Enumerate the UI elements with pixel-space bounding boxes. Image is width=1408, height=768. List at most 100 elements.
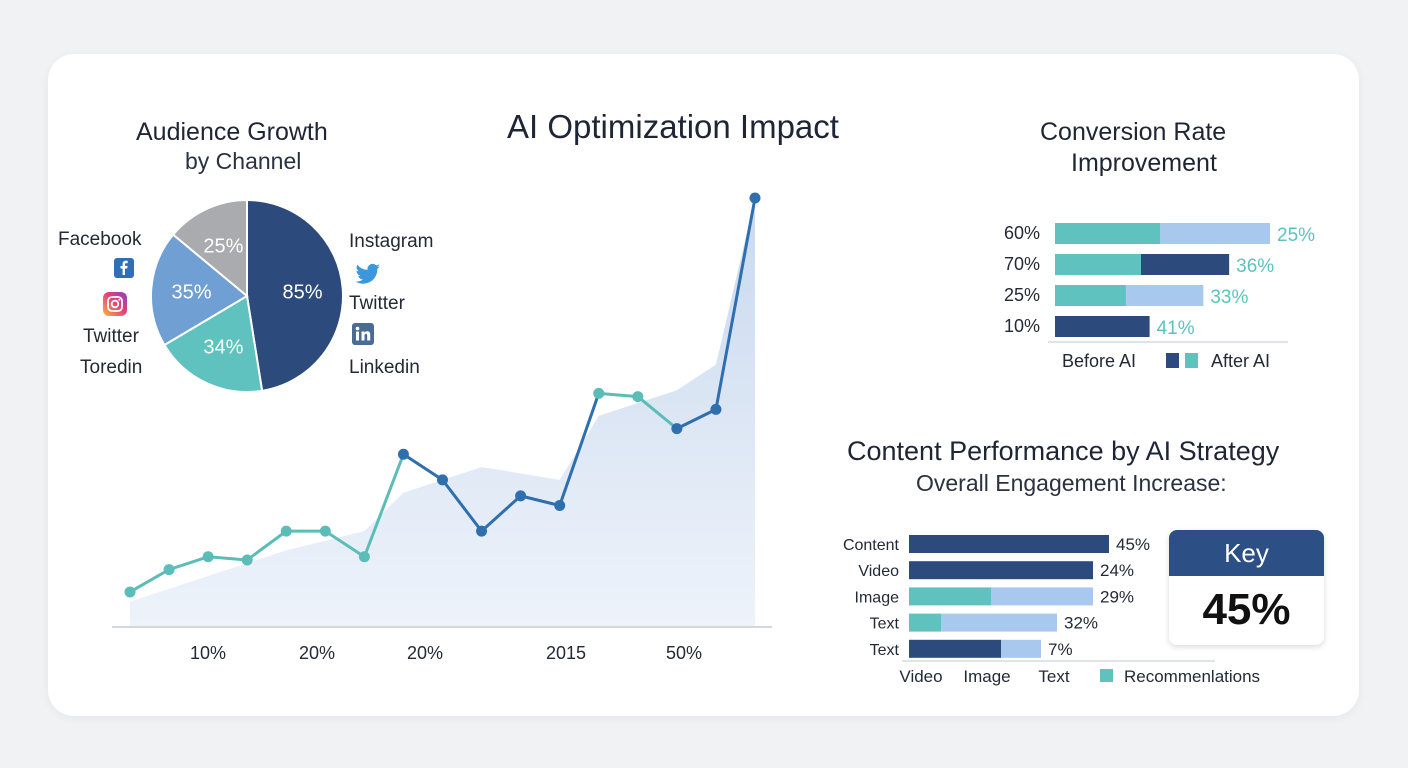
content-x-label: Text	[1038, 667, 1069, 686]
conversion-bar-segment	[1055, 316, 1150, 337]
conversion-row-label: 60%	[1004, 223, 1040, 243]
line-point	[202, 551, 214, 563]
line-segment	[441, 478, 484, 533]
content-bar-segment	[909, 639, 1001, 658]
content-bar-segment	[1001, 639, 1041, 658]
pie-slice	[163, 294, 264, 393]
line-segment	[597, 391, 640, 399]
content-row-label: Text	[870, 642, 900, 659]
pie-label-twitter-left: Twitter	[83, 326, 139, 347]
line-point	[671, 423, 683, 435]
line-point	[515, 490, 527, 502]
pie-slice	[246, 198, 344, 392]
content-row-label: Image	[855, 589, 900, 606]
legend-after-label: After AI	[1211, 351, 1270, 371]
line-point	[241, 554, 253, 566]
conversion-title-line2: Improvement	[1071, 149, 1217, 177]
line-point	[358, 551, 370, 563]
conversion-title-line1: Conversion Rate	[1040, 118, 1227, 146]
content-value-label: 32%	[1064, 614, 1098, 633]
line-chart-area	[130, 198, 755, 626]
audience-subtitle: by Channel	[185, 148, 302, 174]
content-value-label: 29%	[1100, 587, 1134, 606]
line-point	[437, 474, 448, 486]
line-point	[593, 387, 605, 399]
conversion-value-label: 25%	[1277, 225, 1315, 246]
conversion-bar-segment	[1055, 223, 1161, 244]
line-point	[280, 525, 292, 537]
line-point	[476, 525, 488, 537]
content-bar-segment	[909, 587, 991, 606]
line-segment	[519, 494, 562, 507]
conversion-bar-segment	[1141, 254, 1230, 275]
content-subtitle: Overall Engagement Increase:	[916, 470, 1227, 496]
pie-slice	[171, 198, 248, 299]
pie-label-instagram: Instagram	[349, 231, 434, 252]
content-value-label: 7%	[1048, 640, 1073, 659]
line-segment	[558, 391, 601, 507]
pie-label-linkedin: Linkedin	[349, 357, 420, 378]
twitter-icon	[354, 262, 382, 286]
legend-before-label: Before AI	[1062, 351, 1136, 371]
content-legend-swatch	[1100, 669, 1113, 682]
content-value-label: 24%	[1100, 561, 1134, 580]
line-segment	[128, 568, 171, 594]
line-segment	[714, 196, 757, 411]
x-tick-label: 50%	[666, 643, 702, 663]
line-point	[710, 403, 722, 415]
line-segment	[362, 452, 405, 559]
linkedin-icon	[352, 323, 374, 345]
conversion-value-label: 41%	[1157, 318, 1195, 339]
pie-label-twitter-right: Twitter	[349, 293, 405, 314]
content-x-label: Image	[963, 667, 1010, 686]
content-bar-segment	[909, 561, 1093, 580]
key-card: Key 45%	[1169, 530, 1324, 645]
legend-before-swatch	[1166, 353, 1179, 368]
x-tick-label: 20%	[407, 643, 443, 663]
pie-slice-label: 35%	[171, 282, 211, 304]
conversion-value-label: 36%	[1236, 256, 1274, 277]
pie-slice	[150, 233, 249, 347]
content-row-label: Video	[858, 563, 899, 580]
content-legend-label: Recommenlations	[1124, 667, 1260, 686]
conversion-bar-segment	[1055, 254, 1141, 275]
line-segment	[167, 555, 210, 572]
pie-label-toredin: Toredin	[80, 357, 143, 378]
conversion-bar-segment	[1055, 285, 1126, 306]
line-point	[124, 586, 136, 598]
key-value: 45%	[1202, 585, 1291, 634]
content-title: Content Performance by AI Strategy	[847, 436, 1280, 466]
line-point	[749, 192, 761, 204]
content-row-label: Content	[843, 537, 900, 554]
content-row-label: Text	[870, 616, 900, 633]
content-x-label: Video	[899, 667, 942, 686]
line-segment	[401, 452, 444, 482]
line-point	[632, 391, 644, 403]
conversion-bar-segment	[1160, 223, 1270, 244]
audience-title: Audience Growth	[136, 118, 328, 146]
conversion-value-label: 33%	[1210, 287, 1248, 308]
pie-slice-label: 85%	[282, 282, 322, 304]
line-segment	[206, 555, 249, 562]
x-tick-label: 20%	[299, 643, 335, 663]
conversion-row-label: 25%	[1004, 285, 1040, 305]
conversion-row-label: 70%	[1004, 254, 1040, 274]
line-segment	[245, 529, 288, 562]
conversion-row-label: 10%	[1004, 316, 1040, 336]
line-point	[163, 564, 175, 576]
content-value-label: 45%	[1116, 535, 1150, 554]
content-bar-segment	[909, 613, 941, 632]
line-point	[554, 500, 566, 511]
line-segment	[636, 395, 679, 431]
content-bar-segment	[941, 613, 1057, 632]
key-title: Key	[1169, 530, 1324, 576]
legend-after-swatch	[1185, 353, 1198, 368]
instagram-icon	[103, 292, 127, 316]
content-bar-segment	[909, 535, 1109, 553]
x-tick-label: 10%	[190, 643, 226, 663]
facebook-icon	[114, 258, 134, 278]
